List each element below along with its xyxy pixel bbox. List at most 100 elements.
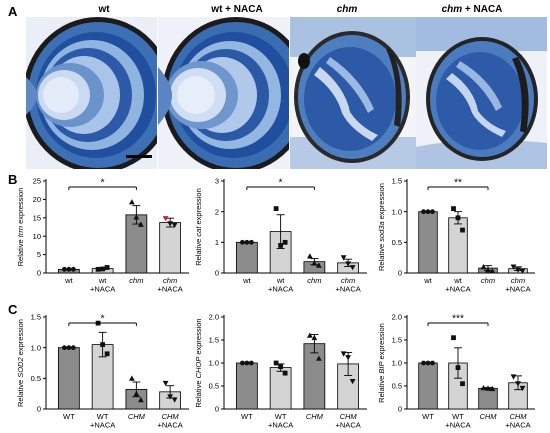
x-tick-label: wt bbox=[64, 276, 73, 285]
data-point bbox=[133, 214, 140, 220]
data-point bbox=[510, 374, 517, 380]
x-tick-label: chm bbox=[481, 276, 495, 285]
data-point bbox=[315, 262, 322, 268]
data-point bbox=[162, 216, 169, 222]
data-point bbox=[244, 360, 250, 366]
micrograph-chm-naca bbox=[416, 17, 547, 169]
y-axis-label: Relative sod3a expression bbox=[377, 183, 386, 271]
x-tick-label: chm bbox=[129, 276, 143, 285]
y-tick-label: 15 bbox=[33, 213, 41, 222]
y-tick-label: 10 bbox=[33, 232, 41, 241]
x-tick-label: +NACA bbox=[90, 421, 115, 430]
y-tick-label: 1.0 bbox=[392, 359, 402, 368]
bar bbox=[448, 217, 468, 274]
data-point bbox=[61, 345, 67, 351]
data-point bbox=[248, 239, 254, 245]
data-point bbox=[306, 332, 313, 338]
data-point bbox=[489, 385, 496, 392]
y-tick-label: 20 bbox=[33, 195, 41, 204]
x-tick-label: WT bbox=[422, 412, 434, 421]
bar bbox=[478, 387, 498, 410]
data-point bbox=[515, 267, 521, 273]
y-tick-label: 0 bbox=[215, 405, 219, 414]
x-tick-label: WT bbox=[241, 412, 253, 421]
data-point bbox=[133, 390, 140, 397]
data-point bbox=[104, 265, 110, 270]
image-label-chm: chm bbox=[336, 4, 358, 15]
x-tick-label: +NACA bbox=[90, 285, 115, 294]
x-tick-label: wt bbox=[98, 276, 107, 285]
data-point bbox=[349, 265, 356, 271]
significance-label: * bbox=[101, 178, 105, 189]
x-tick-label: +NACA bbox=[336, 421, 361, 430]
x-tick-label: chm bbox=[163, 276, 177, 285]
data-point bbox=[345, 261, 352, 267]
micrograph-wt bbox=[26, 17, 157, 169]
data-point bbox=[66, 266, 72, 272]
data-point bbox=[311, 260, 318, 266]
data-point bbox=[340, 351, 347, 357]
data-point bbox=[61, 266, 67, 272]
bar bbox=[236, 362, 258, 410]
y-tick-label: 0 bbox=[215, 269, 219, 278]
data-point bbox=[66, 345, 72, 351]
y-axis-label: Relative CHOP expression bbox=[194, 318, 203, 407]
y-tick-label: 0.5 bbox=[392, 238, 402, 247]
y-tick-label: 1 bbox=[215, 238, 219, 247]
significance-label: * bbox=[279, 178, 283, 189]
data-point bbox=[460, 381, 465, 387]
data-point bbox=[425, 209, 431, 215]
y-tick-label: 0 bbox=[398, 269, 402, 278]
x-tick-label: CHM bbox=[340, 412, 358, 421]
data-point bbox=[460, 227, 465, 233]
data-point bbox=[70, 266, 76, 272]
data-point bbox=[167, 221, 174, 227]
x-tick-label: +NACA bbox=[268, 285, 293, 294]
x-tick-label: WT bbox=[97, 412, 109, 421]
y-tick-label: 1.0 bbox=[209, 359, 219, 368]
data-point bbox=[239, 360, 245, 366]
image-label-chm-naca: chm + NACA bbox=[441, 4, 503, 15]
micrograph-chm bbox=[290, 17, 421, 169]
x-tick-label: WT bbox=[63, 412, 75, 421]
x-tick-label: wt bbox=[276, 276, 285, 285]
data-point bbox=[171, 222, 178, 229]
data-point bbox=[137, 221, 144, 227]
data-point bbox=[349, 379, 356, 385]
data-point bbox=[485, 385, 491, 391]
y-tick-label: 1.5 bbox=[392, 336, 402, 345]
data-point bbox=[455, 365, 461, 370]
y-tick-label: 1.5 bbox=[209, 336, 219, 345]
data-point bbox=[510, 264, 517, 270]
x-tick-label: WT bbox=[275, 412, 287, 421]
data-point bbox=[70, 345, 76, 351]
significance-label: * bbox=[101, 314, 105, 325]
y-tick-label: 2.0 bbox=[209, 313, 219, 322]
panel-c-letter: C bbox=[8, 302, 18, 317]
y-tick-label: 0 bbox=[37, 405, 41, 414]
data-point bbox=[278, 243, 284, 248]
data-point bbox=[430, 209, 435, 215]
data-point bbox=[421, 209, 426, 215]
data-point bbox=[421, 360, 426, 366]
data-point bbox=[315, 355, 322, 361]
data-point bbox=[340, 255, 347, 261]
y-tick-label: 1.5 bbox=[392, 177, 402, 186]
y-axis-label: Relative cat expression bbox=[194, 188, 203, 266]
y-tick-label: 0.5 bbox=[31, 374, 41, 383]
data-point bbox=[171, 397, 178, 403]
x-tick-label: +NACA bbox=[445, 421, 470, 430]
data-point bbox=[244, 239, 250, 245]
data-point bbox=[455, 215, 461, 221]
data-point bbox=[480, 263, 487, 270]
data-point bbox=[282, 370, 288, 376]
x-tick-label: chm bbox=[511, 276, 525, 285]
data-point bbox=[273, 206, 279, 211]
bar bbox=[58, 347, 80, 410]
image-label-wt-naca: wt + NACA bbox=[211, 4, 263, 15]
bar bbox=[269, 367, 292, 410]
x-tick-label: wt bbox=[242, 276, 251, 285]
x-tick-label: +NACA bbox=[158, 421, 183, 430]
x-tick-label: WT bbox=[452, 412, 464, 421]
